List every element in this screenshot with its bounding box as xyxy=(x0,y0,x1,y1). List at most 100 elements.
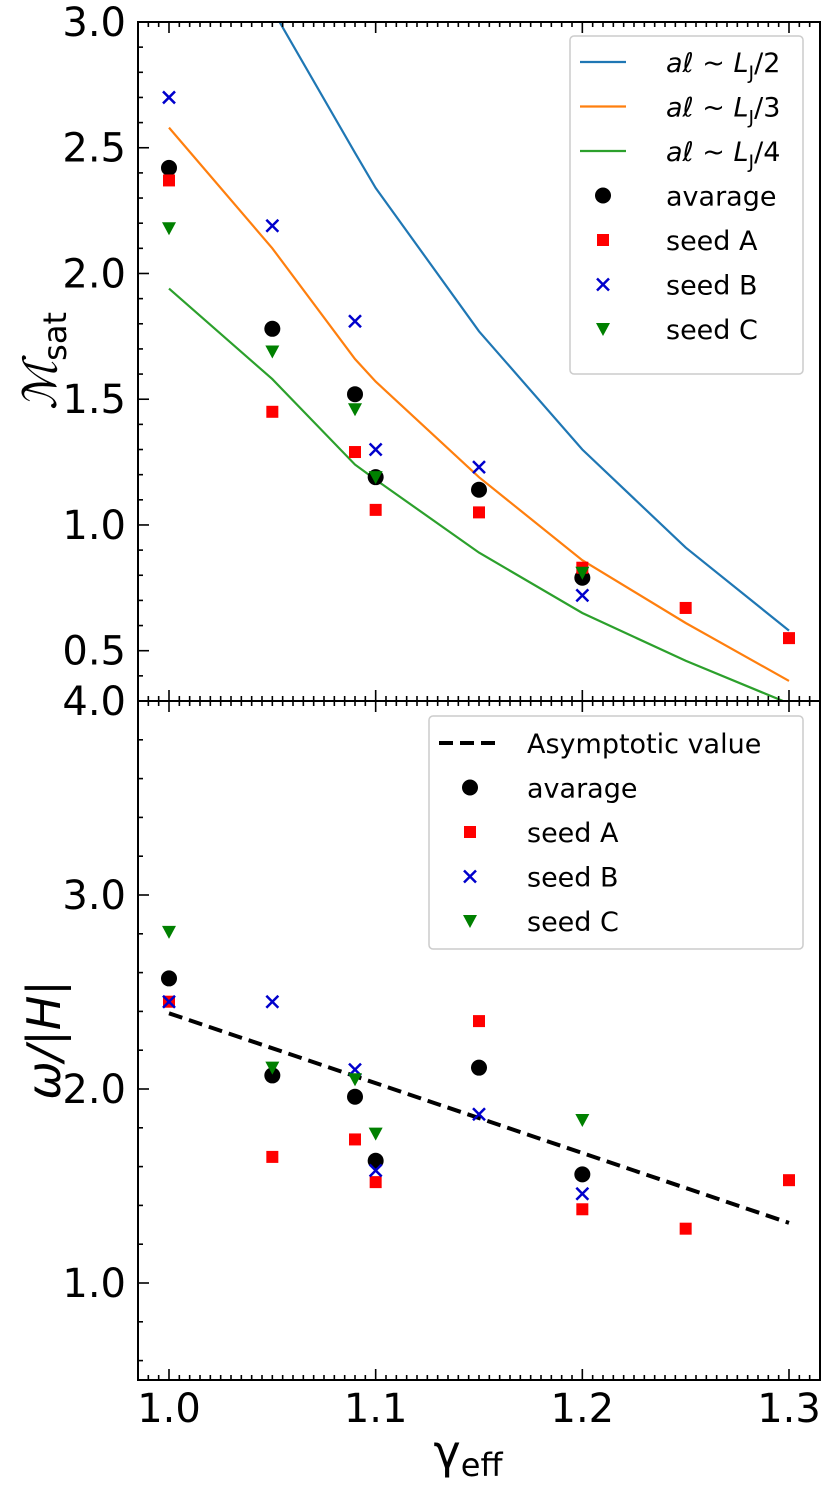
top-circle-point xyxy=(347,386,363,403)
top-ylabel-symbol: ℳ xyxy=(13,355,67,410)
top-legend-square-handle xyxy=(597,234,609,246)
bottom-circle-point xyxy=(347,1088,363,1105)
top-circle-point xyxy=(161,159,177,176)
top-series xyxy=(161,22,795,701)
top-legend-label: aℓ ~ LJ/4 xyxy=(666,137,780,173)
bottom-legend-box xyxy=(428,715,804,950)
bottom-square-point xyxy=(473,1015,485,1028)
top-ytick-label: 0.5 xyxy=(62,629,126,675)
bottom-x-point xyxy=(472,1107,486,1122)
top-ytick-label: 2.5 xyxy=(62,126,126,172)
bottom-legend-label: avarage xyxy=(527,774,637,805)
bottom-triangle-down-point xyxy=(265,1061,280,1075)
bottom-legend-square-handle xyxy=(464,826,476,838)
top-legend-label-sub: J xyxy=(748,62,755,84)
bottom-circle-point xyxy=(471,1059,487,1076)
bottom-line-0 xyxy=(168,1011,790,1225)
bottom-legend: Asymptotic value avarage seed A seed B seed … xyxy=(428,715,804,950)
top-legend-label: seed B xyxy=(666,271,758,302)
top-legend-label-main: aℓ ~ L xyxy=(666,137,749,168)
bottom-triangle-down-point xyxy=(368,1127,383,1141)
top-line-2 xyxy=(168,287,786,701)
bottom-ylabel: ω/|H| xyxy=(17,980,72,1100)
top-legend-label-suffix: /4 xyxy=(754,137,780,168)
top-square-point xyxy=(266,405,279,418)
bottom-ytick-label: 4.0 xyxy=(62,679,126,725)
top-triangle-down-point xyxy=(162,222,176,236)
bottom-legend-x-handle xyxy=(463,869,477,884)
bottom-x-point xyxy=(368,1163,383,1178)
top-circle-point xyxy=(471,481,487,498)
top-legend-x-handle xyxy=(596,277,610,292)
top-line-0 xyxy=(278,22,790,632)
panel-bottom: 1.0 2.0 3.0 4.0 1.0 1.1 1.2 1.3 Asymptotic valu… xyxy=(17,679,821,1484)
top-legend-label-sub: J xyxy=(748,151,755,173)
top-legend-label: seed A xyxy=(666,226,758,257)
bottom-ytick-label: 1.0 xyxy=(62,1261,126,1307)
top-ylabel-subscript: sat xyxy=(36,312,74,361)
top-legend-label: aℓ ~ LJ/2 xyxy=(666,48,780,84)
bottom-x-point xyxy=(575,1186,590,1201)
top-legend-label-sub: J xyxy=(748,107,755,129)
xtick-label: 1.2 xyxy=(551,1386,615,1432)
top-x-point xyxy=(348,314,362,329)
top-circle-point xyxy=(264,320,281,337)
bottom-triangle-down-point xyxy=(162,925,176,939)
top-x-point xyxy=(575,588,590,603)
top-square-point xyxy=(349,446,361,459)
top-legend-label-main: aℓ ~ L xyxy=(666,93,749,124)
top-ytick-label: 2.0 xyxy=(62,251,126,297)
bottom-circle-point xyxy=(264,1067,281,1084)
bottom-square-point xyxy=(679,1222,692,1235)
top-line-1 xyxy=(168,126,790,682)
bottom-legend-triangle-down-handle xyxy=(463,915,477,928)
top-legend-triangle-down-handle xyxy=(596,323,610,336)
top-plot-area xyxy=(161,22,795,701)
xtick-label: 1.1 xyxy=(344,1386,408,1432)
xlabel-subscript: eff xyxy=(461,1446,504,1484)
top-legend-label-suffix: /2 xyxy=(754,48,780,79)
top-ytick-label: 3.0 xyxy=(62,0,126,46)
bottom-x-point xyxy=(162,994,176,1009)
bottom-square-point xyxy=(369,1176,382,1189)
top-legend-box xyxy=(569,35,804,375)
bottom-square-point xyxy=(576,1203,589,1216)
bottom-circle-point xyxy=(574,1166,591,1183)
bottom-square-point xyxy=(266,1150,279,1163)
top-triangle-down-point xyxy=(348,403,362,417)
top-square-point xyxy=(679,601,692,614)
bottom-triangle-down-point xyxy=(575,1114,590,1128)
top-triangle-down-point xyxy=(368,471,383,485)
top-legend-label: aℓ ~ LJ/3 xyxy=(666,93,780,129)
top-square-point xyxy=(473,506,485,519)
bottom-legend-label: seed B xyxy=(527,863,619,894)
bottom-series xyxy=(161,925,795,1235)
top-x-point xyxy=(162,90,176,105)
bottom-triangle-down-point xyxy=(348,1073,362,1087)
xlabel-symbol: γ xyxy=(434,1425,461,1479)
bottom-ticks: 1.0 2.0 3.0 4.0 1.0 1.1 1.2 1.3 xyxy=(62,679,820,1432)
top-ytick-label: 1.0 xyxy=(62,503,126,549)
bottom-legend-label: Asymptotic value xyxy=(527,729,761,760)
top-legend-label: seed C xyxy=(666,315,758,346)
bottom-x-point xyxy=(265,994,280,1009)
bottom-legend-label: seed C xyxy=(527,907,619,938)
top-ytick-label: 1.5 xyxy=(62,377,126,423)
top-square-point xyxy=(369,503,382,516)
top-x-point xyxy=(265,218,280,233)
top-triangle-down-point xyxy=(265,345,280,359)
xtick-label: 1.0 xyxy=(137,1386,201,1432)
top-triangle-down-point xyxy=(575,566,590,580)
top-square-point xyxy=(163,174,175,187)
xlabel: γeff xyxy=(434,1425,504,1484)
bottom-legend-circle-handle xyxy=(462,779,478,796)
top-legend-label-suffix: /3 xyxy=(754,93,780,124)
bottom-circle-point xyxy=(161,970,177,987)
top-x-point xyxy=(368,442,383,457)
bottom-square-point xyxy=(349,1133,361,1146)
bottom-legend-label: seed A xyxy=(527,818,619,849)
bottom-plot-area xyxy=(161,925,795,1235)
top-legend-circle-handle xyxy=(595,187,611,204)
